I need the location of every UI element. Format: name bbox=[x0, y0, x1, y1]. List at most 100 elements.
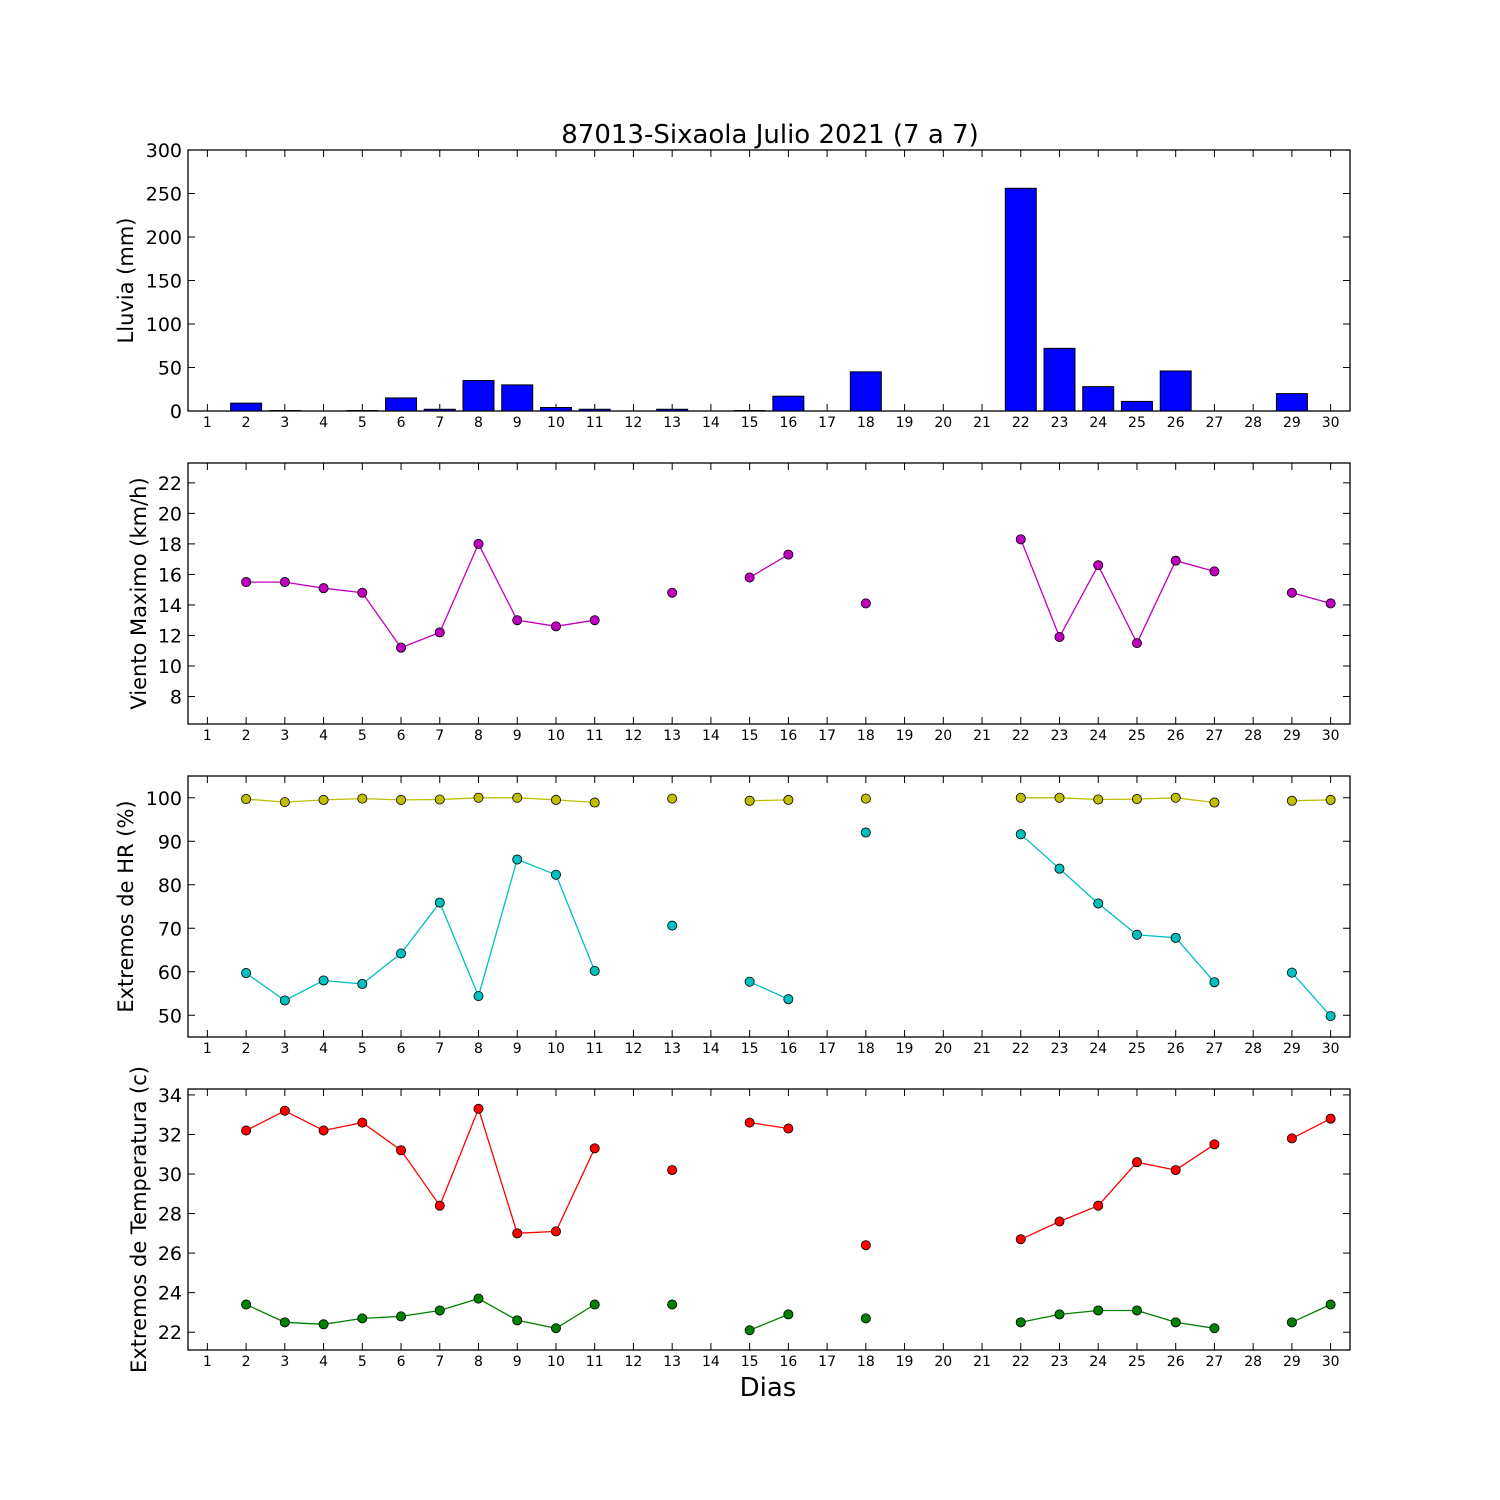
x-tick-label: 28 bbox=[1244, 1041, 1262, 1057]
y-tick-label: 100 bbox=[146, 788, 182, 810]
x-tick-label: 3 bbox=[280, 728, 289, 744]
data-point bbox=[589, 1299, 600, 1310]
x-tick-label: 5 bbox=[358, 1354, 367, 1370]
data-point bbox=[1015, 792, 1026, 803]
y-tick-label: 250 bbox=[146, 184, 182, 206]
data-point bbox=[434, 1200, 445, 1211]
data-point bbox=[1170, 1165, 1181, 1176]
x-tick-label: 30 bbox=[1322, 1041, 1340, 1057]
x-tick-label: 24 bbox=[1089, 728, 1107, 744]
data-point bbox=[667, 1299, 678, 1310]
y-tick-label: 200 bbox=[146, 227, 182, 249]
x-tick-label: 25 bbox=[1128, 415, 1146, 431]
x-tick-label: 14 bbox=[702, 1354, 720, 1370]
data-point bbox=[1170, 792, 1181, 803]
data-point bbox=[589, 797, 600, 808]
x-tick-label: 26 bbox=[1167, 1354, 1185, 1370]
x-tick-label: 13 bbox=[663, 1041, 681, 1057]
data-point bbox=[589, 965, 600, 976]
x-tick-label: 13 bbox=[663, 415, 681, 431]
x-tick-label: 16 bbox=[779, 1041, 797, 1057]
data-point bbox=[589, 1143, 600, 1154]
x-tick-label: 4 bbox=[319, 728, 328, 744]
x-tick-label: 7 bbox=[435, 728, 444, 744]
y-tick-label: 14 bbox=[158, 595, 182, 617]
y-tick-label: 10 bbox=[158, 656, 182, 678]
bar bbox=[1120, 400, 1153, 412]
x-tick-label: 21 bbox=[973, 1041, 991, 1057]
x-tick-label: 7 bbox=[435, 1354, 444, 1370]
data-point bbox=[1325, 598, 1336, 609]
data-point bbox=[357, 793, 368, 804]
x-tick-label: 11 bbox=[586, 1041, 604, 1057]
data-point bbox=[434, 1305, 445, 1316]
data-point bbox=[1286, 967, 1297, 978]
data-point bbox=[783, 1309, 794, 1320]
series-line bbox=[245, 1106, 1331, 1240]
plot-frame bbox=[187, 462, 1351, 725]
x-tick-label: 28 bbox=[1244, 1354, 1262, 1370]
data-point bbox=[1015, 1234, 1026, 1245]
data-point bbox=[1286, 795, 1297, 806]
data-point bbox=[860, 598, 871, 609]
x-tick-label: 8 bbox=[474, 1041, 483, 1057]
data-point bbox=[396, 1145, 407, 1156]
y-tick-label: 20 bbox=[158, 503, 182, 525]
y-tick-label: 12 bbox=[158, 625, 182, 647]
y-tick-label: 16 bbox=[158, 564, 182, 586]
x-tick-label: 22 bbox=[1012, 1354, 1030, 1370]
x-tick-label: 6 bbox=[397, 728, 406, 744]
x-tick-label: 8 bbox=[474, 728, 483, 744]
data-point bbox=[744, 1117, 755, 1128]
data-point bbox=[512, 1228, 523, 1239]
x-tick-label: 22 bbox=[1012, 1041, 1030, 1057]
data-point bbox=[1170, 932, 1181, 943]
bar bbox=[849, 371, 882, 412]
x-tick-label: 7 bbox=[435, 1041, 444, 1057]
data-point bbox=[318, 583, 329, 594]
x-tick-label: 6 bbox=[397, 1354, 406, 1370]
x-tick-label: 23 bbox=[1051, 728, 1069, 744]
x-tick-label: 1 bbox=[203, 728, 212, 744]
data-point bbox=[783, 1123, 794, 1134]
x-tick-label: 13 bbox=[663, 728, 681, 744]
x-tick-label: 6 bbox=[397, 1041, 406, 1057]
x-tick-label: 26 bbox=[1167, 728, 1185, 744]
data-point bbox=[318, 794, 329, 805]
bar bbox=[578, 408, 611, 412]
x-tick-label: 11 bbox=[586, 415, 604, 431]
x-tick-label: 9 bbox=[513, 1041, 522, 1057]
x-tick-label: 23 bbox=[1051, 1354, 1069, 1370]
bar bbox=[1275, 393, 1308, 412]
x-axis-label: Dias bbox=[740, 1373, 797, 1403]
data-point bbox=[396, 794, 407, 805]
y-tick-label: 18 bbox=[158, 534, 182, 556]
x-tick-label: 14 bbox=[702, 415, 720, 431]
x-tick-label: 10 bbox=[547, 1041, 565, 1057]
x-tick-label: 26 bbox=[1167, 1041, 1185, 1057]
data-point bbox=[473, 991, 484, 1002]
x-tick-label: 2 bbox=[242, 1354, 251, 1370]
x-tick-label: 20 bbox=[934, 1041, 952, 1057]
x-tick-label: 10 bbox=[547, 1354, 565, 1370]
x-tick-label: 25 bbox=[1128, 1354, 1146, 1370]
x-tick-label: 20 bbox=[934, 1354, 952, 1370]
x-tick-label: 15 bbox=[741, 1041, 759, 1057]
x-tick-label: 25 bbox=[1128, 728, 1146, 744]
x-tick-label: 5 bbox=[358, 415, 367, 431]
x-tick-label: 20 bbox=[934, 415, 952, 431]
x-tick-label: 5 bbox=[358, 728, 367, 744]
x-tick-label: 3 bbox=[280, 1041, 289, 1057]
data-point bbox=[1093, 560, 1104, 571]
x-tick-label: 2 bbox=[242, 1041, 251, 1057]
x-tick-label: 17 bbox=[818, 1354, 836, 1370]
y-tick-label: 24 bbox=[158, 1283, 182, 1305]
data-point bbox=[783, 794, 794, 805]
x-tick-label: 10 bbox=[547, 728, 565, 744]
x-tick-label: 29 bbox=[1283, 728, 1301, 744]
x-tick-label: 19 bbox=[896, 1354, 914, 1370]
